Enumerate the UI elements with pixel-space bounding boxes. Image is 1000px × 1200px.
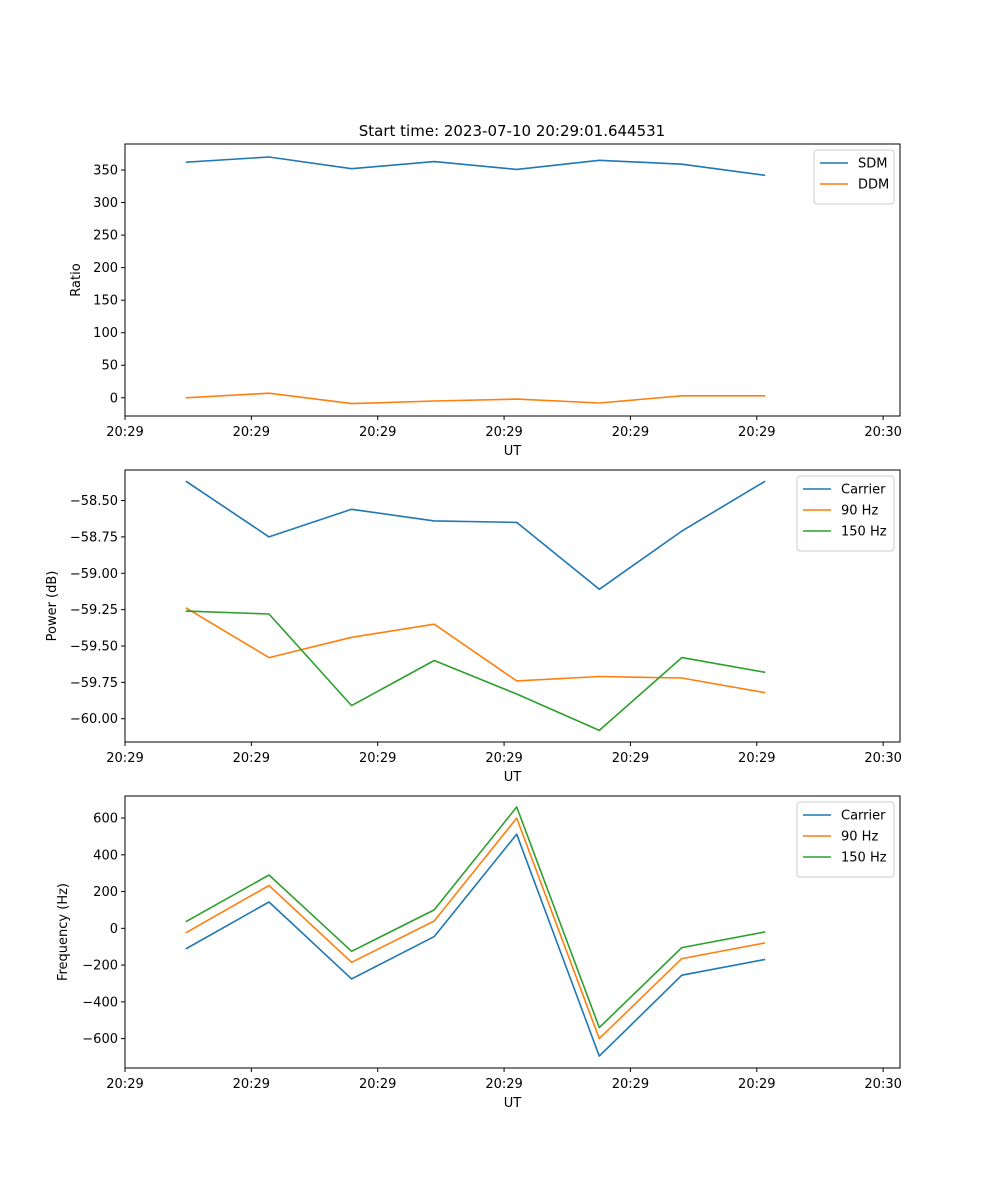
y-tick-label: 250 (93, 229, 118, 244)
series-line-carrier (185, 480, 766, 591)
legend-label: SDM (858, 157, 887, 172)
y-tick-label: −59.00 (70, 567, 118, 582)
legend-label: 90 Hz (841, 504, 878, 519)
legend-label: Carrier (841, 483, 886, 498)
legend-label: DDM (858, 178, 889, 193)
y-tick-label: 400 (93, 848, 118, 863)
y-tick-label: 100 (93, 326, 118, 341)
axes-frame (124, 143, 901, 417)
x-tick-label: 20:30 (864, 425, 901, 440)
x-tick-label: 20:29 (612, 751, 649, 766)
legend: Carrier 90 Hz 150 Hz (796, 475, 895, 552)
plot-lines (185, 480, 766, 732)
legend: Carrier 90 Hz 150 Hz (796, 801, 895, 878)
legend-label: 150 Hz (841, 525, 887, 540)
axes-frame (124, 795, 901, 1069)
y-tick-label: −60.00 (70, 712, 118, 727)
y-axis-label: Ratio (69, 263, 84, 296)
x-tick-label: 20:29 (233, 425, 270, 440)
x-tick-label: 20:29 (612, 1077, 649, 1092)
series-line-150-hz (185, 806, 766, 1029)
x-axis-label: UT (504, 1096, 522, 1111)
x-tick-label: 20:29 (233, 1077, 270, 1092)
legend-label: Carrier (841, 809, 886, 824)
legend-frame (796, 801, 895, 878)
x-tick-label: 20:29 (359, 425, 396, 440)
x-axis-label: UT (504, 444, 522, 459)
subplot-1: 0 50 100 150 200 250 300 350 20:29 20:29 20:29 20:2… (69, 143, 902, 459)
y-tick-label: 0 (110, 391, 118, 406)
y-tick-label: 350 (93, 164, 118, 179)
x-tick-label: 20:29 (359, 751, 396, 766)
series-line-90-hz (185, 817, 766, 1040)
plot-lines (185, 156, 766, 405)
y-tick-label: 0 (110, 922, 118, 937)
x-tick-label: 20:29 (485, 751, 522, 766)
subplot-2: −60.00 −59.75 −59.50 −59.25 −59.00 −58.75 −58.… (45, 469, 902, 785)
y-tick-label: −200 (82, 959, 118, 974)
y-tick-label: 600 (93, 812, 118, 827)
x-tick-label: 20:29 (738, 1077, 775, 1092)
x-tick-label: 20:29 (359, 1077, 396, 1092)
x-tick-label: 20:29 (485, 1077, 522, 1092)
y-axis-label: Power (dB) (45, 571, 60, 642)
x-tick-label: 20:29 (106, 751, 143, 766)
series-line-90-hz (185, 607, 766, 694)
legend-label: 90 Hz (841, 830, 878, 845)
y-tick-label: −59.25 (70, 603, 118, 618)
x-tick-label: 20:29 (233, 751, 270, 766)
x-tick-label: 20:29 (106, 425, 143, 440)
series-line-ddm (185, 392, 766, 405)
series-line-sdm (185, 156, 766, 177)
x-axis-label: UT (504, 770, 522, 785)
legend-label: 150 Hz (841, 851, 887, 866)
axes-frame (124, 469, 901, 743)
legend-frame (796, 475, 895, 552)
x-tick-label: 20:29 (612, 425, 649, 440)
y-tick-label: −59.50 (70, 640, 118, 655)
x-tick-label: 20:29 (738, 751, 775, 766)
y-tick-label: 200 (93, 261, 118, 276)
x-tick-label: 20:30 (864, 751, 901, 766)
y-axis-label: Frequency (Hz) (56, 883, 71, 981)
x-tick-label: 20:29 (485, 425, 522, 440)
plot-lines (185, 806, 766, 1057)
subplot-3: −600 −400 −200 0 200 400 600 20:29 20:29 20:29 20:… (56, 795, 902, 1111)
y-tick-label: −58.75 (70, 530, 118, 545)
figure-title: Start time: 2023-07-10 20:29:01.644531 (359, 122, 665, 140)
y-tick-label: 150 (93, 294, 118, 309)
y-tick-label: −58.50 (70, 494, 118, 509)
y-tick-label: 300 (93, 196, 118, 211)
x-tick-label: 20:29 (106, 1077, 143, 1092)
y-tick-label: −600 (82, 1032, 118, 1047)
series-line-150-hz (185, 610, 766, 732)
y-tick-label: 50 (101, 359, 118, 374)
x-tick-label: 20:30 (864, 1077, 901, 1092)
x-tick-label: 20:29 (738, 425, 775, 440)
y-tick-label: −400 (82, 995, 118, 1010)
y-tick-label: −59.75 (70, 676, 118, 691)
legend: SDM DDM (813, 149, 895, 205)
series-line-carrier (185, 833, 766, 1057)
subplots: 0 50 100 150 200 250 300 350 20:29 20:29 20:29 20:2… (45, 143, 902, 1111)
y-tick-label: 200 (93, 885, 118, 900)
